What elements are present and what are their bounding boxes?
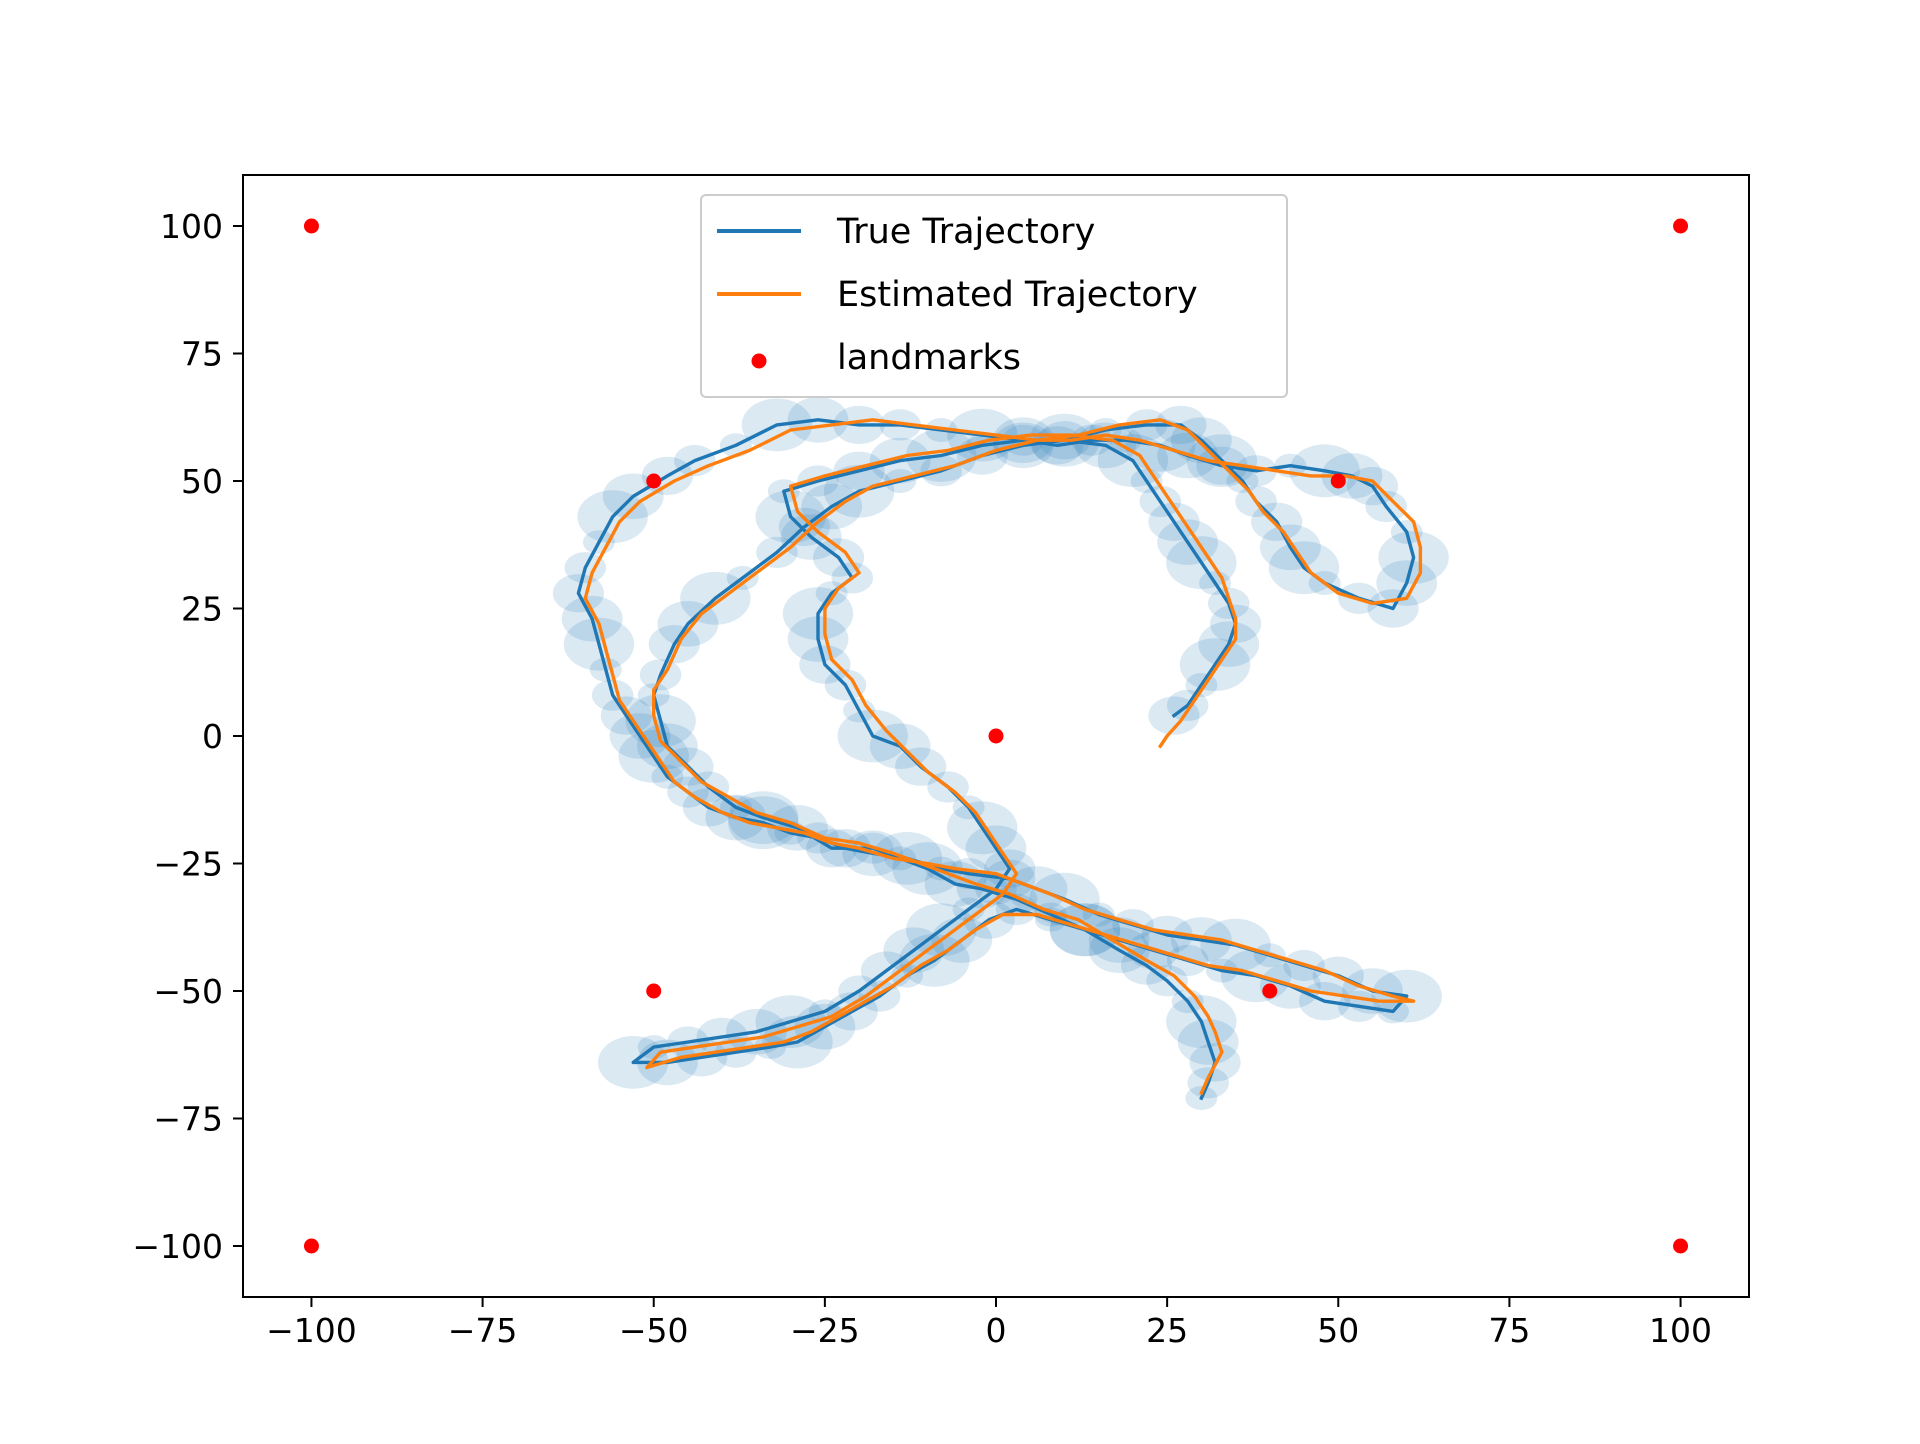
- y-axis: −100 −75 −50 −25 0 25 50 75 100: [132, 207, 243, 1266]
- legend-label: landmarks: [837, 338, 1021, 378]
- legend-box: [700, 194, 1288, 398]
- landmark-point: [303, 218, 319, 234]
- y-tick-label: 50: [181, 462, 223, 501]
- landmark-point: [646, 473, 662, 489]
- landmark-point: [646, 983, 662, 999]
- x-tick-label: −25: [790, 1311, 860, 1350]
- y-tick-label: 0: [202, 717, 223, 756]
- x-tick-label: −50: [619, 1311, 689, 1350]
- x-tick-label: 75: [1488, 1311, 1530, 1350]
- legend-label: Estimated Trajectory: [837, 275, 1198, 315]
- landmark-point: [1330, 473, 1346, 489]
- landmark-point: [303, 1238, 319, 1254]
- legend: True Trajectory Estimated Trajectory landm…: [700, 194, 1288, 398]
- landmark-points: [303, 218, 1689, 1254]
- x-tick-label: 0: [986, 1311, 1007, 1350]
- y-tick-label: −100: [132, 1227, 223, 1266]
- y-tick-label: −25: [153, 845, 223, 884]
- landmark-point: [988, 728, 1004, 744]
- series-lines: [576, 418, 1423, 1101]
- y-tick-label: 25: [181, 590, 223, 629]
- y-tick-label: −50: [153, 972, 223, 1011]
- landmark-point: [1673, 218, 1689, 234]
- x-tick-label: 50: [1317, 1311, 1359, 1350]
- x-tick-label: 100: [1649, 1311, 1712, 1350]
- x-tick-label: −100: [266, 1311, 357, 1350]
- y-tick-label: 100: [160, 207, 223, 246]
- landmark-point: [1673, 1238, 1689, 1254]
- x-axis: −100 −75 −50 −25 0 25 50 75 100: [266, 1297, 1712, 1350]
- landmark-point: [1262, 983, 1278, 999]
- estimated-trajectory-line: [583, 418, 1423, 1096]
- legend-label: True Trajectory: [836, 212, 1095, 252]
- legend-landmarks-swatch: [751, 353, 767, 369]
- x-tick-label: 25: [1146, 1311, 1188, 1350]
- y-tick-label: 75: [181, 335, 223, 374]
- y-tick-label: −75: [153, 1100, 223, 1139]
- x-tick-label: −75: [448, 1311, 518, 1350]
